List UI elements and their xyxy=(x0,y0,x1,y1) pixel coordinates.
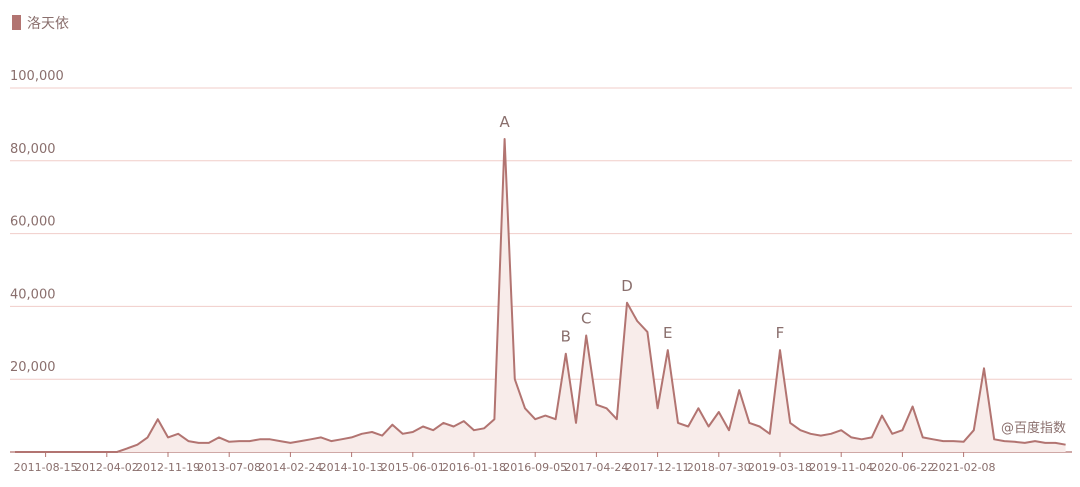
annotation: E xyxy=(663,324,672,342)
x-tick-label: 2016-01-18 xyxy=(442,461,506,474)
annotation: A xyxy=(499,113,510,131)
y-tick-label: 100,000 xyxy=(10,69,64,84)
annotation: B xyxy=(561,328,571,346)
area xyxy=(15,139,1066,452)
x-tick-label: 2016-09-05 xyxy=(503,461,567,474)
x-tick-label: 2020-06-22 xyxy=(870,461,934,474)
line xyxy=(15,138,1066,453)
annotation: D xyxy=(621,277,633,295)
legend-swatch xyxy=(12,15,21,30)
y-tick-label: 60,000 xyxy=(10,215,56,230)
x-tick-label: 2013-07-08 xyxy=(197,461,261,474)
watermark: @百度指数 xyxy=(1001,420,1066,436)
y-tick-label: 80,000 xyxy=(10,142,56,157)
x-tick-label: 2018-07-30 xyxy=(687,461,751,474)
x-tick-label: 2014-10-13 xyxy=(320,461,384,474)
x-tick-label: 2017-12-11 xyxy=(626,461,690,474)
y-tick-label: 20,000 xyxy=(10,360,56,375)
legend-label: 洛天依 xyxy=(27,16,69,32)
y-tick-label: 40,000 xyxy=(10,287,56,302)
x-tick-label: 2012-11-19 xyxy=(136,461,200,474)
x-tick-label: 2019-11-04 xyxy=(809,461,873,474)
x-tick-label: 2017-04-24 xyxy=(564,461,628,474)
x-tick-label: 2015-06-01 xyxy=(381,461,445,474)
x-tick-label: 2012-04-02 xyxy=(75,461,139,474)
x-tick-label: 2014-02-24 xyxy=(258,461,322,474)
x-tick-label: 2019-03-18 xyxy=(748,461,812,474)
x-tick-label: 2021-02-08 xyxy=(932,461,996,474)
annotation: F xyxy=(776,324,785,342)
annotation: C xyxy=(581,310,591,328)
x-tick-label: 2011-08-15 xyxy=(14,461,78,474)
